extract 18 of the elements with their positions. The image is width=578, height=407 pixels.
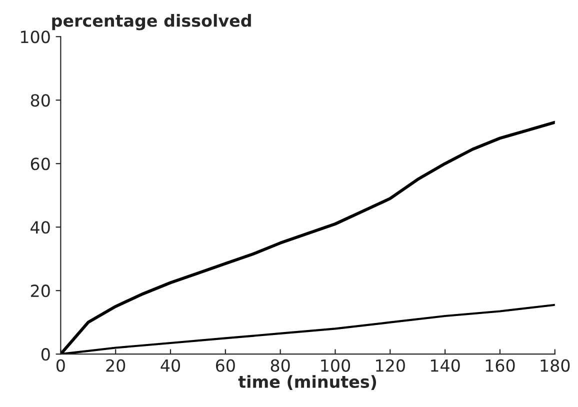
x-tick-label: 60 bbox=[216, 359, 235, 372]
x-tick-label: 100 bbox=[321, 359, 350, 372]
y-tick-label: 80 bbox=[30, 94, 50, 107]
y-tick-label: 0 bbox=[41, 348, 50, 361]
x-tick-label: 180 bbox=[540, 359, 570, 372]
x-tick-label: 20 bbox=[106, 359, 126, 372]
x-tick-label: 40 bbox=[160, 359, 180, 372]
y-tick-label: 40 bbox=[30, 221, 50, 234]
x-tick-label: 80 bbox=[270, 359, 290, 372]
y-axis-title: percentage dissolved bbox=[52, 14, 251, 30]
x-tick-label: 0 bbox=[56, 359, 65, 372]
x-tick-label: 160 bbox=[486, 359, 515, 372]
x-tick-label: 120 bbox=[376, 359, 405, 372]
x-tick-label: 140 bbox=[430, 359, 460, 372]
y-tick-label: 100 bbox=[20, 30, 50, 44]
y-tick-label: 20 bbox=[30, 284, 50, 298]
y-tick-label: 60 bbox=[30, 158, 50, 170]
x-axis-title: time (minutes) bbox=[238, 375, 376, 390]
